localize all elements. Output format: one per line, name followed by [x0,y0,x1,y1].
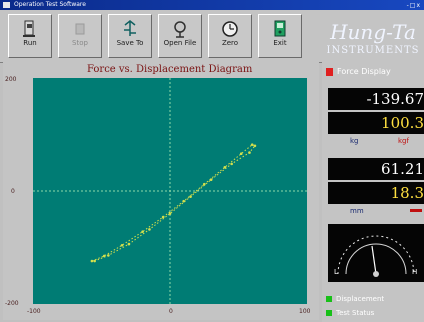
exit-label: Exit [273,39,287,47]
window-controls[interactable]: -□x [406,2,421,9]
data-point [223,165,227,169]
open-file-icon [174,21,186,38]
data-point [93,259,96,263]
zero-button[interactable]: Zero [208,14,252,58]
y-tick-zero: 0 [11,188,15,195]
title-bar: Operation Test Software -□x [0,0,424,10]
displacement-unit-label: mm [350,207,364,215]
run-label: Run [23,39,37,47]
data-point [90,259,94,263]
force-display-header: Force Display [324,66,424,78]
data-point [127,242,131,246]
y-tick-max: 200 [5,76,17,83]
run-button[interactable]: Run [8,14,52,58]
window-title: Operation Test Software [14,1,86,8]
x-tick-min: -100 [27,308,41,315]
displacement-peak-display: 18.3 [328,182,424,204]
displacement-unit-row: mm [328,206,424,216]
brand-logo: Hung-Ta INSTRUMENTS [324,20,422,62]
data-point [168,212,172,215]
force-unit2-label: kgf [398,137,409,145]
data-point [107,254,110,257]
force-peak-display: 100.3 [328,112,424,134]
data-point [141,230,144,233]
x-tick-zero: 0 [169,308,173,315]
gauge-low-label: L [334,268,338,276]
force-unit-label: kg [350,137,359,145]
force-indicator-icon [326,68,333,76]
chart-title: Force vs. Displacement Diagram [87,64,253,75]
data-point [239,152,243,156]
force-unit-row: kg kgf [328,136,424,146]
data-points [90,143,257,263]
exit-icon [274,20,286,37]
data-point [253,144,257,148]
zero-icon [222,21,238,37]
series-line [91,144,256,262]
test-status: Test Status [324,308,424,318]
force-value-display: -139.67 [328,88,424,110]
stop-label: Stop [72,39,88,47]
x-tick-max: 100 [299,308,311,315]
data-point [230,162,233,166]
data-point [202,182,206,186]
gauge-dial-icon [337,235,415,277]
zero-label: Zero [221,39,239,47]
brand-tagline: INSTRUMENTS [326,45,420,56]
chart-panel: Force vs. Displacement Diagram 200 0 -20… [3,62,319,320]
data-point [209,178,213,181]
data-point [182,199,185,203]
data-point [120,243,124,247]
force-displacement-plot[interactable] [33,78,307,304]
stop-button[interactable]: Stop [58,14,102,58]
open-file-button[interactable]: Open File [158,14,202,58]
y-tick-min: -200 [5,300,19,307]
test-status-icon [326,310,332,316]
save-icon [124,20,136,36]
data-point [161,215,165,219]
data-point [189,195,192,198]
data-point [248,151,251,154]
run-icon [23,20,35,37]
displacement-value-display: 61.21 [328,158,424,180]
data-point [250,143,254,146]
save-to-label: Save To [116,39,144,47]
gauge-high-label: H [412,268,418,276]
app-icon [3,2,10,8]
open-file-label: Open File [163,39,197,47]
gauge-display: L H [328,224,424,282]
data-point [102,254,106,258]
exit-button[interactable]: Exit [258,14,302,58]
displacement-marker [410,209,422,212]
save-to-button[interactable]: Save To [108,14,152,58]
brand-name: Hung-Ta [330,20,416,44]
toolbar: Run Stop Save To Open File Zero Exit [0,10,424,63]
readout-panel: Force Display -139.67 100.3 kg kgf 61.21… [322,62,424,322]
displacement-status-icon [326,296,332,302]
data-point [148,228,151,231]
stop-icon [75,23,85,35]
displacement-status: Displacement [324,294,424,304]
